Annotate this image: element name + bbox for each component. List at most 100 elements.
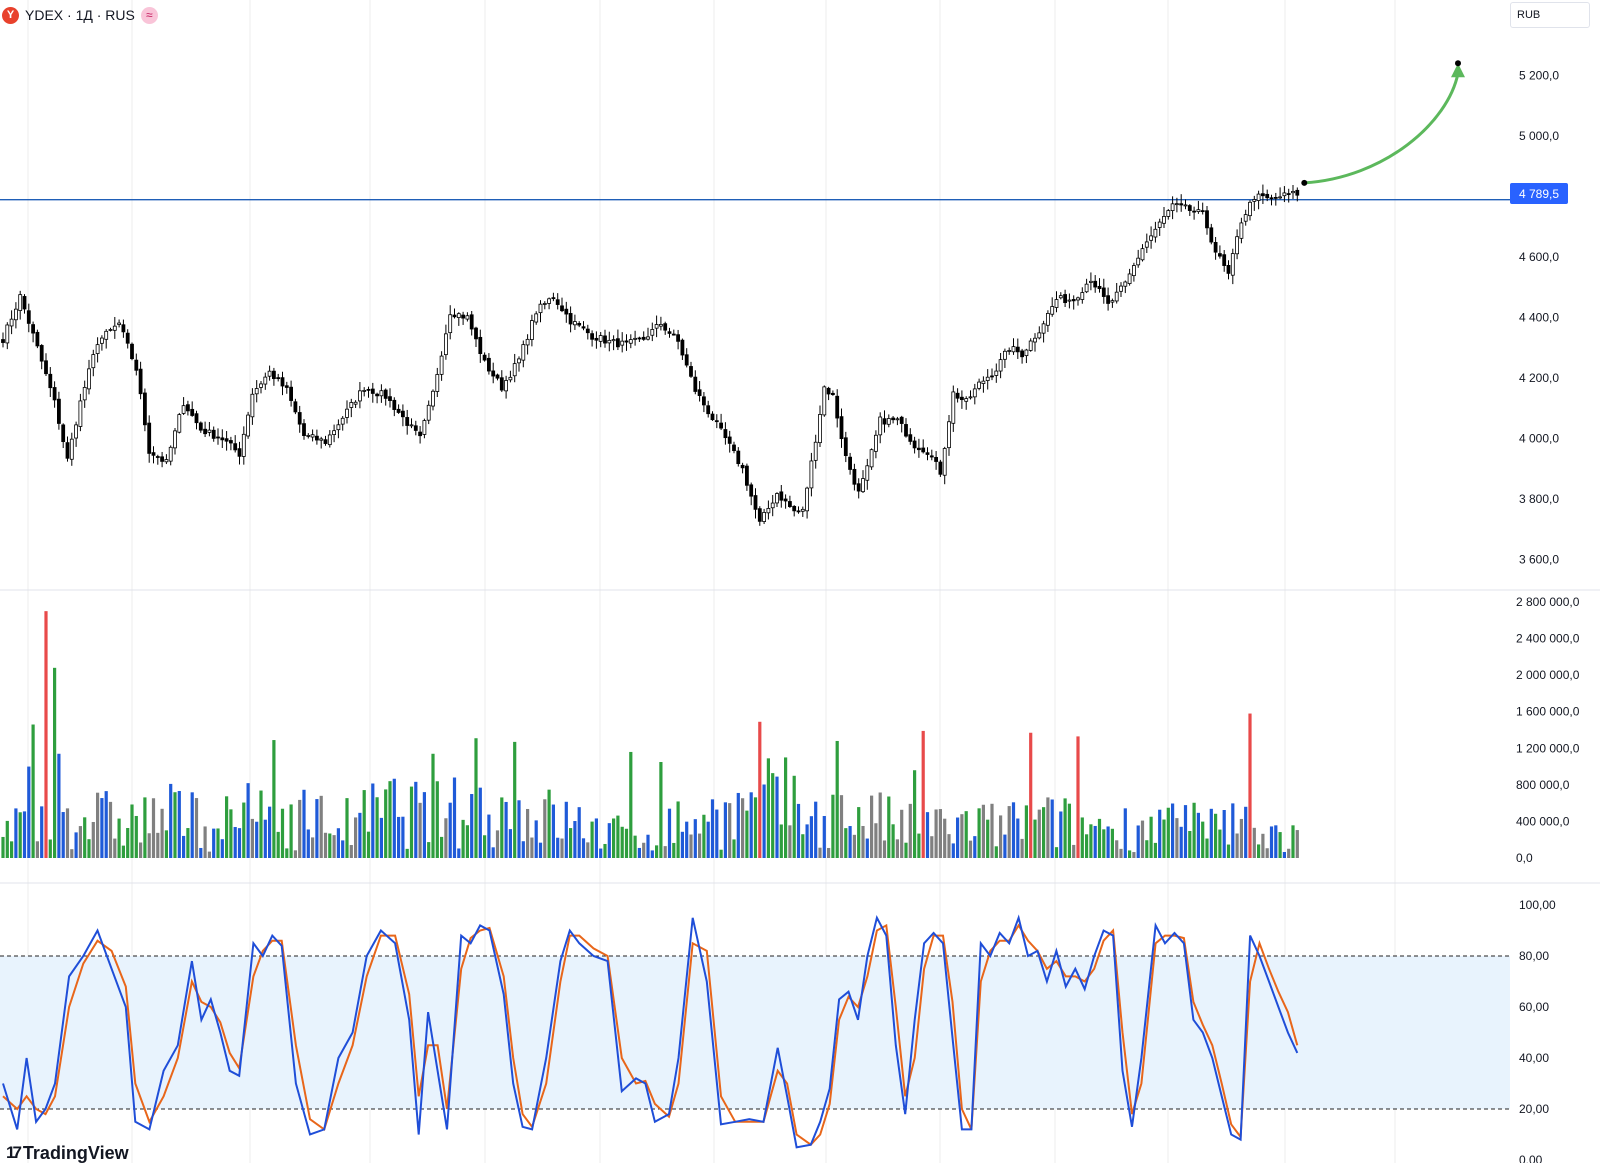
candle-body xyxy=(934,457,938,462)
candle-body xyxy=(151,452,156,456)
volume-bar xyxy=(801,834,805,858)
candle-body xyxy=(173,430,177,449)
volume-bar xyxy=(440,836,444,858)
volume-bar xyxy=(1257,844,1261,858)
volume-bar xyxy=(809,816,813,858)
volume-bar xyxy=(676,801,680,858)
candle-body xyxy=(1132,265,1136,277)
candle-body xyxy=(362,389,367,392)
candle-body xyxy=(831,392,835,395)
candle-body xyxy=(18,294,23,311)
volume-bar xyxy=(848,826,852,858)
candle-body xyxy=(1037,332,1042,339)
volume-bar xyxy=(263,819,267,858)
data-status-icon[interactable]: ≈ xyxy=(140,6,158,24)
price-axis-tick-label: 4 000,0 xyxy=(1519,432,1559,446)
candle-body xyxy=(130,343,134,360)
candle-body xyxy=(955,392,960,399)
volume-bar xyxy=(913,770,917,858)
volume-bar xyxy=(865,838,869,858)
price-axis-tick-label: 4 200,0 xyxy=(1519,371,1559,385)
volume-bar xyxy=(259,790,263,858)
candle-body xyxy=(1024,349,1029,357)
currency-selector[interactable]: RUB xyxy=(1510,2,1590,28)
candle-body xyxy=(1273,196,1278,199)
volume-bar xyxy=(1209,808,1213,858)
candle-body xyxy=(1209,227,1214,243)
candle-body xyxy=(788,501,792,507)
volume-bar xyxy=(1063,798,1067,858)
candle-body xyxy=(1261,193,1265,197)
volume-bar xyxy=(753,797,758,858)
symbol-logo-icon[interactable]: Y xyxy=(2,6,19,24)
volume-bar xyxy=(177,791,181,858)
volume-bar xyxy=(646,834,650,858)
volume-axis-tick-label: 1 200 000,0 xyxy=(1516,741,1580,755)
candle-body xyxy=(1050,306,1055,315)
volume-bar xyxy=(1102,829,1106,858)
volume-bar xyxy=(1128,850,1132,858)
volume-bar xyxy=(771,773,775,858)
candle-body xyxy=(1153,228,1158,238)
candle-body xyxy=(26,310,31,324)
candle-body xyxy=(370,388,375,394)
volume-bar xyxy=(40,806,44,858)
volume-bar xyxy=(986,819,990,858)
candle-body xyxy=(366,388,371,391)
symbol-title[interactable]: YDEX · 1Д · RUS xyxy=(25,7,135,23)
candle-body xyxy=(431,390,435,407)
volume-bar xyxy=(358,812,362,858)
candle-body xyxy=(216,436,220,439)
volume-bar xyxy=(1016,818,1020,858)
candle-body xyxy=(61,424,66,443)
candle-body xyxy=(1046,313,1050,326)
volume-bar xyxy=(126,828,130,858)
candle-body xyxy=(1093,280,1098,288)
volume-bar xyxy=(951,843,955,858)
volume-bar xyxy=(878,792,882,858)
candle-body xyxy=(134,359,139,371)
candle-body xyxy=(57,398,61,424)
volume-bar xyxy=(1282,851,1286,858)
candle-body xyxy=(525,338,530,346)
candle-body xyxy=(702,396,706,406)
candle-body xyxy=(620,340,625,346)
volume-bar xyxy=(655,845,659,858)
volume-bar xyxy=(741,798,745,858)
volume-bar xyxy=(457,848,461,858)
candle-body xyxy=(74,424,78,439)
candle-body xyxy=(95,344,100,354)
candle-body xyxy=(1175,203,1179,206)
volume-bar xyxy=(715,809,719,858)
volume-bar xyxy=(999,815,1003,858)
candle-body xyxy=(1149,235,1153,241)
volume-bar xyxy=(573,821,577,858)
candle-body xyxy=(1020,350,1024,358)
candle-body xyxy=(190,408,195,416)
candle-body xyxy=(573,321,577,326)
candle-body xyxy=(435,374,440,392)
volume-bar xyxy=(268,806,272,858)
tradingview-logo[interactable]: 17 TradingView xyxy=(6,1143,129,1163)
volume-bar xyxy=(91,821,95,858)
volume-bar xyxy=(1265,848,1269,858)
candle-body xyxy=(147,422,152,454)
candle-body xyxy=(1226,265,1231,274)
candle-body xyxy=(336,424,341,431)
candle-body xyxy=(121,324,126,333)
candle-body xyxy=(138,368,143,395)
candle-body xyxy=(611,339,616,342)
volume-bar xyxy=(207,851,211,858)
candle-body xyxy=(538,303,543,314)
candle-body xyxy=(654,324,659,329)
volume-bar xyxy=(18,812,22,858)
volume-axis-tick-label: 2 400 000,0 xyxy=(1516,632,1580,646)
volume-bar xyxy=(1115,840,1119,858)
candle-body xyxy=(727,436,732,444)
candle-body xyxy=(732,444,736,452)
volume-bar xyxy=(672,842,676,858)
volume-bar xyxy=(311,837,315,858)
volume-bar xyxy=(1287,848,1291,858)
chart-header: Y YDEX · 1Д · RUS ≈ xyxy=(2,4,158,26)
